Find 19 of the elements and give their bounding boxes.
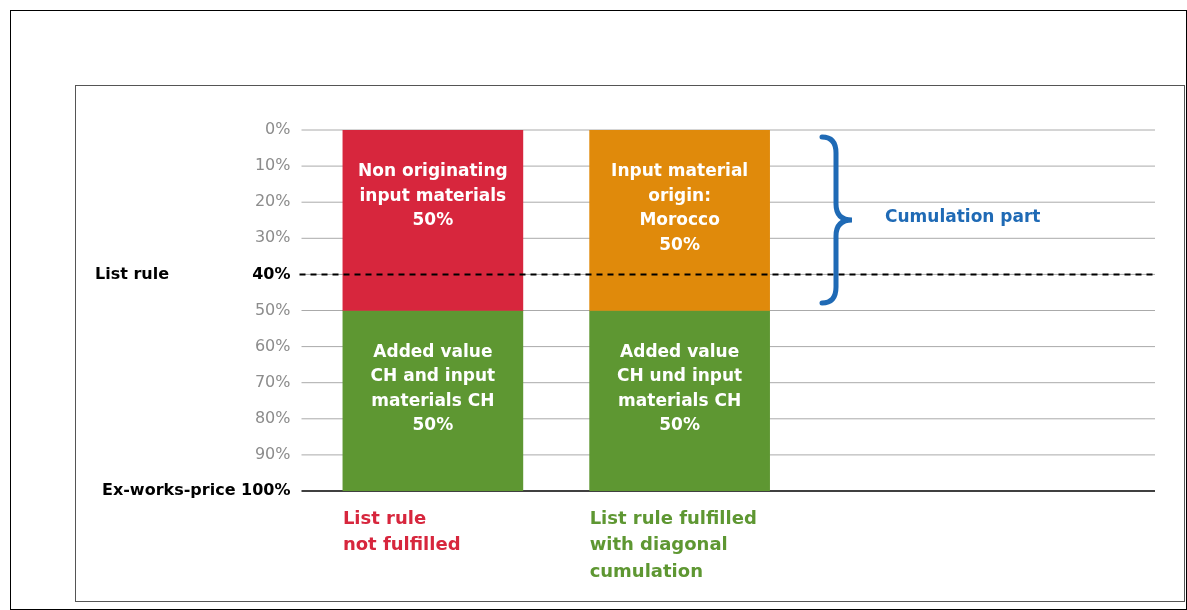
ref-line-label: List rule [95, 263, 170, 283]
y-tick-label: 80% [254, 407, 291, 427]
y-tick-label: 0% [265, 119, 291, 139]
y-tick-label: 40% [252, 263, 291, 283]
y-tick-label: 20% [254, 191, 291, 211]
y-tick-label: 90% [254, 444, 291, 464]
data-label: Added value CH und input materials CH 50% [617, 340, 743, 435]
y-tick-label: 60% [254, 335, 291, 355]
data-label: Input material origin: Morocco 50% [611, 160, 749, 254]
y-tick-label: 50% [254, 299, 291, 319]
y-tick-label: 10% [254, 155, 291, 175]
y-tick-label: 70% [254, 371, 291, 391]
text: Cumulation part [885, 206, 1041, 227]
y-tick-label: Ex-works-price 100% [101, 480, 291, 500]
y-tick-label: 30% [254, 227, 291, 247]
x-tick-label: List rule not fulfilled [342, 506, 461, 555]
data-label: Non originating input materials 50% [358, 160, 508, 230]
data-label: Added value CH and input materials CH 50% [370, 340, 496, 435]
x-tick-label: List rule fulfilled with diagonal cumulation [589, 506, 757, 581]
